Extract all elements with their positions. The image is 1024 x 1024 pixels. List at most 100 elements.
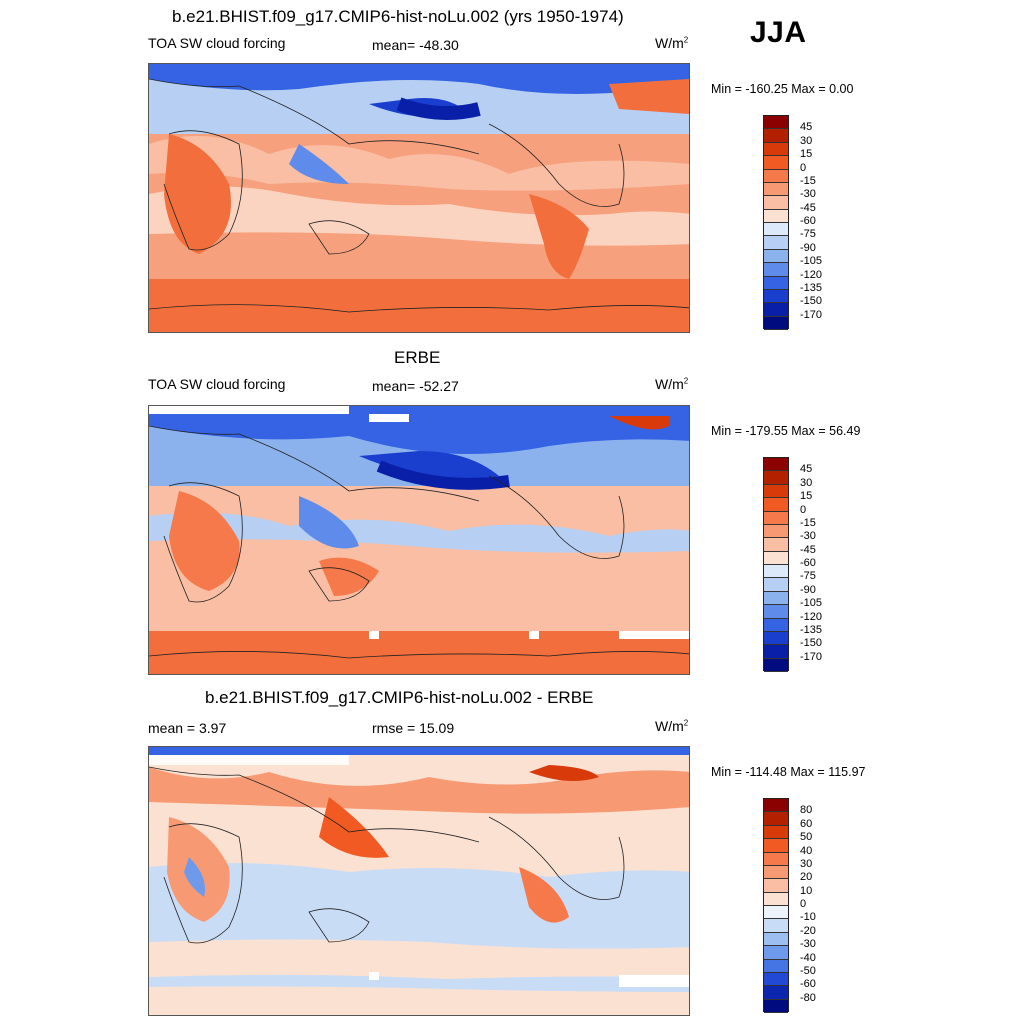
panel3-mean: mean = 3.97 bbox=[148, 720, 227, 736]
colorbar-tick-label: -170 bbox=[800, 308, 823, 321]
colorbar-segment bbox=[764, 825, 788, 840]
colorbar-tick-label: 0 bbox=[800, 503, 807, 516]
panel1-colorbar bbox=[763, 115, 789, 330]
colorbar-segment bbox=[764, 906, 788, 920]
colorbar-segment bbox=[764, 986, 788, 1000]
colorbar-segment bbox=[764, 484, 788, 499]
colorbar-segment bbox=[764, 658, 788, 672]
colorbar-tick-label: 0 bbox=[800, 161, 807, 174]
colorbar-segment bbox=[764, 458, 788, 472]
colorbar-segment bbox=[764, 116, 788, 130]
panel1-minmax: Min = -160.25 Max = 0.00 bbox=[711, 82, 854, 96]
colorbar-segment bbox=[764, 129, 788, 143]
panel3-rmse: rmse = 15.09 bbox=[372, 720, 455, 736]
colorbar-segment bbox=[764, 618, 788, 632]
colorbar-segment bbox=[764, 142, 788, 157]
colorbar-tick-label: 30 bbox=[800, 476, 813, 489]
colorbar-segment bbox=[764, 852, 788, 866]
panel2-mean: mean= -52.27 bbox=[372, 378, 459, 394]
colorbar-segment bbox=[764, 565, 788, 579]
colorbar-tick-label: -120 bbox=[800, 610, 823, 623]
colorbar-tick-label: -135 bbox=[800, 281, 823, 294]
colorbar-segment bbox=[764, 156, 788, 170]
panel2-title: ERBE bbox=[394, 348, 441, 367]
colorbar-tick-label: -75 bbox=[800, 570, 816, 583]
colorbar-segment bbox=[764, 919, 788, 933]
colorbar-segment bbox=[764, 263, 788, 277]
colorbar-tick-label: -30 bbox=[800, 938, 816, 951]
colorbar-segment bbox=[764, 316, 788, 330]
colorbar-tick-label: -50 bbox=[800, 964, 816, 977]
colorbar-segment bbox=[764, 303, 788, 317]
colorbar-segment bbox=[764, 169, 788, 183]
colorbar-tick-label: -45 bbox=[800, 543, 816, 556]
colorbar-tick-label: -20 bbox=[800, 924, 816, 937]
colorbar-tick-label: -15 bbox=[800, 174, 816, 187]
panel1-map bbox=[148, 63, 690, 333]
colorbar-tick-label: 40 bbox=[800, 844, 813, 857]
colorbar-tick-label: -150 bbox=[800, 637, 823, 650]
colorbar-tick-label: -150 bbox=[800, 295, 823, 308]
colorbar-tick-label: 0 bbox=[800, 898, 807, 910]
colorbar-segment bbox=[764, 551, 788, 565]
colorbar-segment bbox=[764, 196, 788, 210]
colorbar-segment bbox=[764, 865, 788, 880]
colorbar-segment bbox=[764, 289, 788, 304]
colorbar-segment bbox=[764, 959, 788, 973]
colorbar-tick-label: 30 bbox=[800, 857, 813, 870]
colorbar-segment bbox=[764, 249, 788, 264]
colorbar-tick-label: -90 bbox=[800, 583, 816, 596]
panel2-minmax: Min = -179.55 Max = 56.49 bbox=[711, 424, 861, 438]
colorbar-segment bbox=[764, 631, 788, 646]
panel1-title: b.e21.BHIST.f09_g17.CMIP6-hist-noLu.002 … bbox=[172, 7, 624, 26]
colorbar-tick-label: 45 bbox=[800, 463, 813, 476]
panel1-variable-label: TOA SW cloud forcing bbox=[148, 35, 286, 51]
panel1-mean: mean= -48.30 bbox=[372, 37, 459, 53]
colorbar-tick-label: 30 bbox=[800, 134, 813, 147]
colorbar-tick-label: 60 bbox=[800, 817, 813, 830]
panel1-units: W/m2 bbox=[655, 35, 689, 51]
colorbar-segment bbox=[764, 946, 788, 960]
colorbar-segment bbox=[764, 471, 788, 485]
colorbar-segment bbox=[764, 932, 788, 947]
colorbar-tick-label: -10 bbox=[800, 911, 816, 924]
colorbar-tick-label: -30 bbox=[800, 188, 816, 201]
colorbar-tick-label: 80 bbox=[800, 804, 813, 817]
panel3-map bbox=[148, 746, 690, 1016]
colorbar-tick-label: -15 bbox=[800, 516, 816, 529]
colorbar-tick-label: -120 bbox=[800, 268, 823, 281]
colorbar-tick-label: -45 bbox=[800, 201, 816, 214]
colorbar-segment bbox=[764, 972, 788, 987]
panel3-colorbar bbox=[763, 798, 789, 1013]
colorbar-tick-label: -105 bbox=[800, 255, 823, 268]
colorbar-segment bbox=[764, 182, 788, 197]
panel2-units: W/m2 bbox=[655, 376, 689, 392]
colorbar-segment bbox=[764, 223, 788, 237]
colorbar-segment bbox=[764, 645, 788, 659]
colorbar-tick-label: 10 bbox=[800, 884, 813, 897]
colorbar-tick-label: -90 bbox=[800, 241, 816, 254]
colorbar-segment bbox=[764, 999, 788, 1013]
colorbar-tick-label: 45 bbox=[800, 121, 813, 134]
panel2-colorbar bbox=[763, 457, 789, 672]
colorbar-tick-label: -135 bbox=[800, 623, 823, 636]
colorbar-tick-label: -80 bbox=[800, 991, 816, 1004]
panel3-title: b.e21.BHIST.f09_g17.CMIP6-hist-noLu.002 … bbox=[205, 688, 594, 707]
colorbar-tick-label: 20 bbox=[800, 871, 813, 884]
colorbar-segment bbox=[764, 578, 788, 592]
colorbar-segment bbox=[764, 892, 788, 906]
colorbar-segment bbox=[764, 276, 788, 290]
season-label: JJA bbox=[750, 16, 807, 49]
panel2-variable-label: TOA SW cloud forcing bbox=[148, 376, 286, 392]
colorbar-segment bbox=[764, 799, 788, 813]
panel3-units: W/m2 bbox=[655, 718, 689, 734]
colorbar-segment bbox=[764, 812, 788, 826]
colorbar-tick-label: 50 bbox=[800, 831, 813, 844]
colorbar-segment bbox=[764, 236, 788, 250]
colorbar-segment bbox=[764, 879, 788, 893]
colorbar-tick-label: -60 bbox=[800, 978, 816, 991]
colorbar-tick-label: -60 bbox=[800, 215, 816, 227]
colorbar-segment bbox=[764, 511, 788, 525]
colorbar-tick-label: -30 bbox=[800, 530, 816, 543]
colorbar-segment bbox=[764, 839, 788, 853]
